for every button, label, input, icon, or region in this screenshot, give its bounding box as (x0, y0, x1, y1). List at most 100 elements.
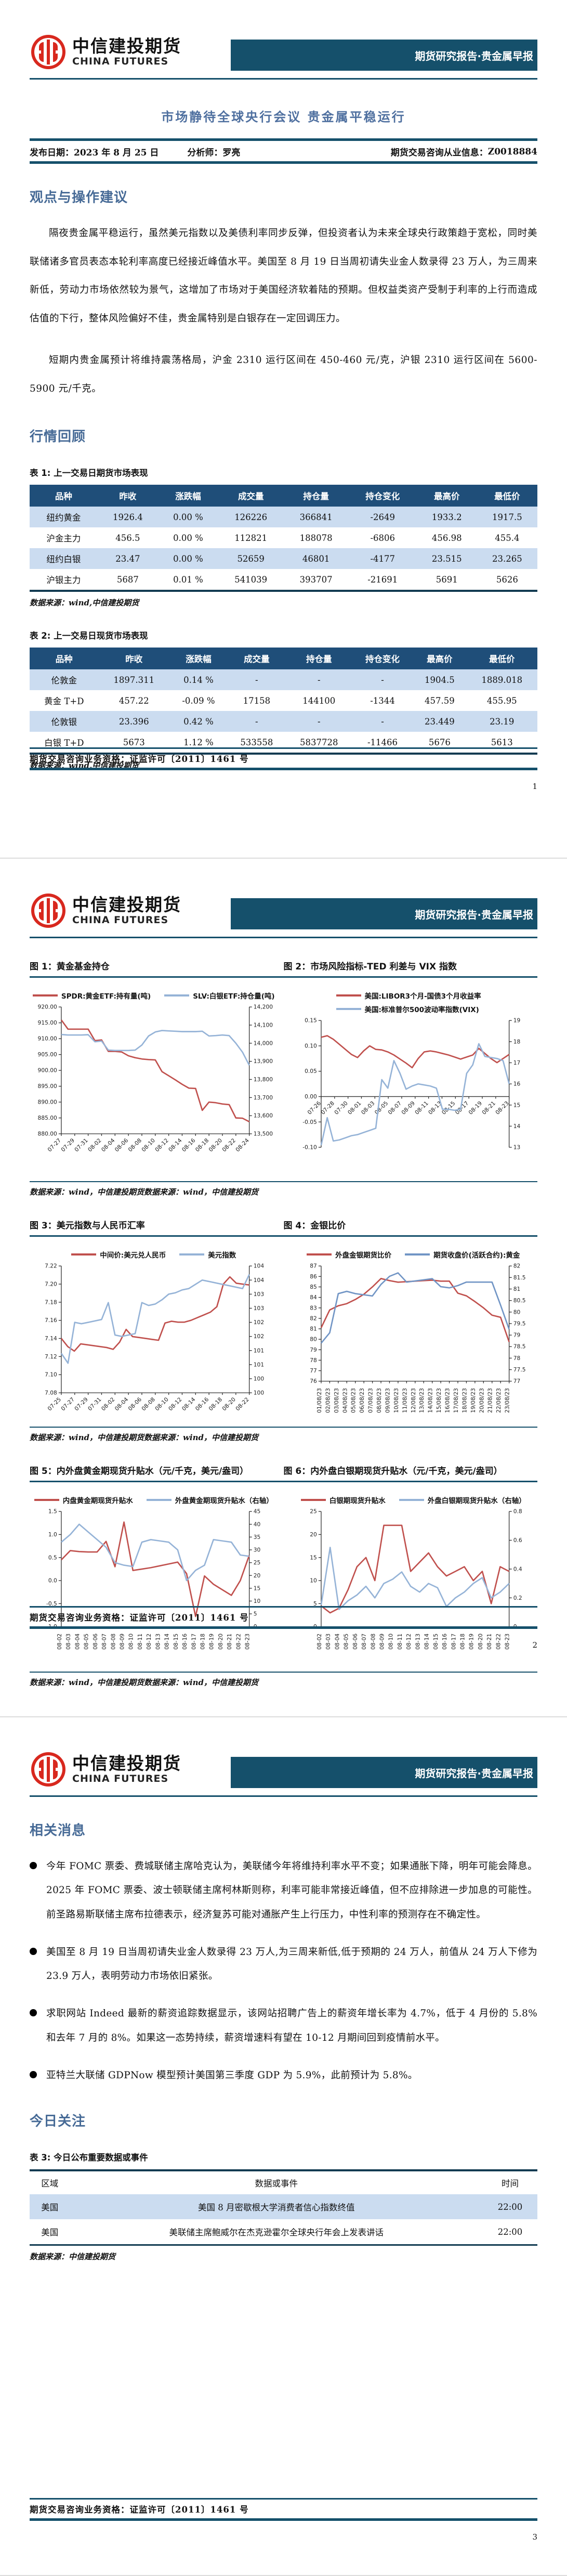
svg-text:82: 82 (513, 1262, 520, 1269)
legend-swatch (300, 1498, 326, 1501)
bullet-text: 亚特兰大联储 GDPNow 模型预计美国第三季度 GDP 为 5.9%，此前预计… (46, 2069, 418, 2081)
table-cell: 366841 (299, 512, 333, 522)
svg-text:08-22: 08-22 (221, 1137, 237, 1153)
svg-text:08-20: 08-20 (207, 1137, 223, 1153)
legend-label: 期货收盘价(活跃合约):黄金 (433, 1251, 520, 1260)
bullet-icon (30, 2009, 37, 2017)
page-number: 2 (532, 1640, 537, 1650)
svg-text:14: 14 (513, 1123, 520, 1130)
svg-text:7.20: 7.20 (45, 1280, 57, 1287)
table-cell: 5687 (116, 574, 139, 585)
svg-text:05/08/23: 05/08/23 (350, 1388, 357, 1413)
table-cell: 1933.2 (431, 512, 462, 522)
svg-text:78: 78 (513, 1355, 520, 1362)
table-cell: -21691 (367, 574, 398, 585)
svg-text:08-14: 08-14 (164, 1633, 170, 1649)
svg-text:08-19: 08-19 (467, 1099, 483, 1116)
svg-text:-0.05: -0.05 (302, 1119, 317, 1125)
svg-text:08-19: 08-19 (208, 1633, 215, 1649)
legend-swatch (179, 1253, 205, 1255)
meta-divider-top (30, 138, 537, 141)
svg-text:08-12: 08-12 (154, 1137, 170, 1153)
svg-text:78.5: 78.5 (513, 1343, 525, 1350)
table-cell: 美联储主席鲍威尔在杰克逊霍尔全球央行年会上发表讲话 (169, 2228, 384, 2237)
svg-text:76: 76 (310, 1378, 317, 1384)
svg-text:08-07: 08-07 (386, 1100, 402, 1116)
report-header: 中信建投期货 CHINA FUTURES 期货研究报告·贵金属早报 (30, 892, 537, 929)
svg-text:08-23: 08-23 (504, 1633, 510, 1649)
report-type-banner: 期货研究报告·贵金属早报 (231, 40, 537, 71)
svg-text:08-04: 08-04 (100, 1137, 116, 1153)
column-header: 数据或事件 (255, 2179, 298, 2189)
page-footer: 期货交易咨询业务资格：证监许可〔2011〕1461 号 1 (30, 747, 537, 791)
table-cell: 455.4 (495, 533, 520, 543)
report-header: 中信建投期货 CHINA FUTURES 期货研究报告·贵金属早报 (30, 1751, 537, 1788)
svg-text:102: 102 (254, 1333, 264, 1340)
column-header: 涨跌幅 (169, 648, 228, 670)
report-header: 中信建投期货 CHINA FUTURES 期货研究报告·贵金属早报 (30, 33, 537, 71)
svg-text:08-14: 08-14 (167, 1137, 183, 1153)
svg-text:80.5: 80.5 (513, 1297, 525, 1304)
table2-caption: 表 2: 上一交易日现货市场表现 (30, 631, 148, 641)
svg-text:103: 103 (254, 1305, 264, 1312)
svg-text:07-29: 07-29 (73, 1396, 89, 1412)
svg-text:104: 104 (254, 1277, 265, 1284)
svg-text:08-06: 08-06 (113, 1137, 129, 1153)
table-row: 沪银主力 5687 0.01 % 541039 393707 -21691 5691 5626 (30, 569, 537, 591)
qualification-text: 期货交易咨询业务资格：证监许可〔2011〕1461 号 (30, 1613, 249, 1623)
svg-text:08-02: 08-02 (315, 1633, 322, 1649)
svg-text:20: 20 (310, 1531, 317, 1538)
table-cell: - (317, 716, 321, 727)
svg-text:07/08/23: 07/08/23 (367, 1388, 374, 1413)
column-header: 品种 (30, 485, 98, 507)
analyst-name: 罗亮 (222, 148, 241, 158)
section-heading-news: 相关消息 (30, 1823, 86, 1839)
svg-text:13/08/23: 13/08/23 (418, 1388, 425, 1413)
table-cell: 23.449 (424, 716, 455, 727)
qualification-text: 期货交易咨询业务资格：证监许可〔2011〕1461 号 (30, 2505, 249, 2515)
bullet-item: 求职网站 Indeed 最新的薪资追踪数据显示，该网站招聘广告上的薪资年增长率为… (30, 2002, 537, 2050)
table-cell: 52659 (237, 553, 265, 564)
table-cell: 0.42 % (183, 716, 214, 727)
page-footer: 期货交易咨询业务资格：证监许可〔2011〕1461 号 2 (30, 1606, 537, 1650)
table-cell: 5613 (491, 737, 513, 747)
header-divider (30, 78, 537, 80)
svg-text:08-03: 08-03 (65, 1633, 72, 1649)
svg-text:08-03: 08-03 (325, 1633, 332, 1649)
page-number: 1 (532, 782, 537, 791)
column-header: 持仓量 (285, 648, 352, 670)
svg-text:13,800: 13,800 (254, 1076, 273, 1083)
column-header: 成交量 (228, 648, 286, 670)
svg-text:08-06: 08-06 (92, 1633, 99, 1649)
chart-legend: 内盘黄金期现货升贴水 外盘黄金期现货升贴水（右轴） (30, 1495, 278, 1505)
table-cell: 23.47 (115, 553, 140, 564)
svg-text:15: 15 (310, 1554, 317, 1561)
table-row: 纽约黄金 1926.4 0.00 % 126226 366841 -2649 1933.2 1… (30, 507, 537, 528)
svg-text:0.0: 0.0 (48, 1577, 57, 1584)
svg-text:08-08: 08-08 (127, 1137, 143, 1153)
legend-label: 美元指数 (208, 1251, 236, 1260)
bullet-item: 亚特兰大联储 GDPNow 模型预计美国第三季度 GDP 为 5.9%，此前预计… (30, 2064, 537, 2088)
svg-text:08-11: 08-11 (413, 1100, 429, 1116)
svg-text:08-11: 08-11 (396, 1633, 403, 1649)
table-cell: 22:00 (497, 2202, 523, 2212)
svg-text:15: 15 (254, 1585, 261, 1591)
svg-text:07-30: 07-30 (333, 1099, 349, 1116)
publish-date-value: 2023 年 8 月 25 日 (74, 148, 159, 158)
svg-text:0.15: 0.15 (305, 1017, 317, 1024)
company-logo: 中信建投期货 CHINA FUTURES (30, 33, 181, 71)
svg-text:101: 101 (254, 1347, 264, 1354)
table-cell: 126226 (234, 512, 268, 522)
table-cell: 1917.5 (492, 512, 522, 522)
svg-text:45: 45 (254, 1508, 261, 1514)
table-cell: 伦敦金 (51, 676, 77, 686)
svg-text:08-10: 08-10 (387, 1633, 394, 1649)
table-cell: 144100 (302, 695, 336, 706)
column-header: 昨收 (97, 485, 158, 507)
svg-text:16: 16 (513, 1081, 520, 1088)
table-cell: 457.59 (424, 695, 455, 706)
report-type-banner: 期货研究报告·贵金属早报 (231, 1757, 537, 1788)
table-cell: 纽约白银 (46, 554, 81, 565)
table-cell: 5673 (123, 737, 145, 747)
column-header: 持仓量 (283, 485, 349, 507)
